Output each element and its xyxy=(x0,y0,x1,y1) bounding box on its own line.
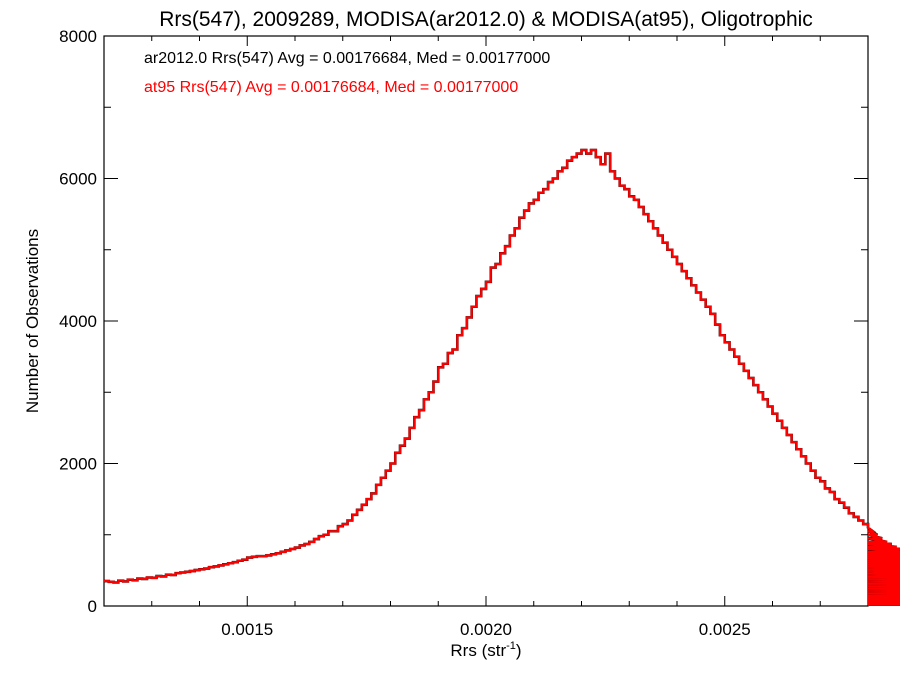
x-axis-title-superscript: -1 xyxy=(506,640,516,652)
y-tick-label: 8000 xyxy=(59,27,97,46)
x-tick-label: 0.0015 xyxy=(221,620,273,639)
ar2012-histogram-line xyxy=(104,148,900,607)
x-axis-title: Rrs (str-1) xyxy=(450,640,521,660)
chart-title: Rrs(547), 2009289, MODISA(ar2012.0) & MO… xyxy=(159,8,813,31)
y-tick-label: 4000 xyxy=(59,312,97,331)
histogram-series xyxy=(104,148,900,607)
y-tick-label: 2000 xyxy=(59,455,97,474)
at95-histogram-line xyxy=(104,148,900,606)
annotation-at95: at95 Rrs(547) Avg = 0.00176684, Med = 0.… xyxy=(144,79,518,96)
y-axis-title: Number of Observations xyxy=(23,229,42,413)
x-tick-label: 0.0020 xyxy=(460,620,512,639)
x-axis: 0.0015 0.0020 0.0025 xyxy=(151,36,821,639)
x-tick-label: 0.0025 xyxy=(699,620,751,639)
x-axis-title-close: ) xyxy=(516,641,522,660)
plot-frame xyxy=(103,35,869,607)
y-tick-label: 0 xyxy=(88,597,97,616)
y-tick-label: 6000 xyxy=(59,170,97,189)
y-axis: 0 2000 4000 6000 8000 xyxy=(59,27,868,616)
annotation-ar2012: ar2012.0 Rrs(547) Avg = 0.00176684, Med … xyxy=(144,50,550,67)
